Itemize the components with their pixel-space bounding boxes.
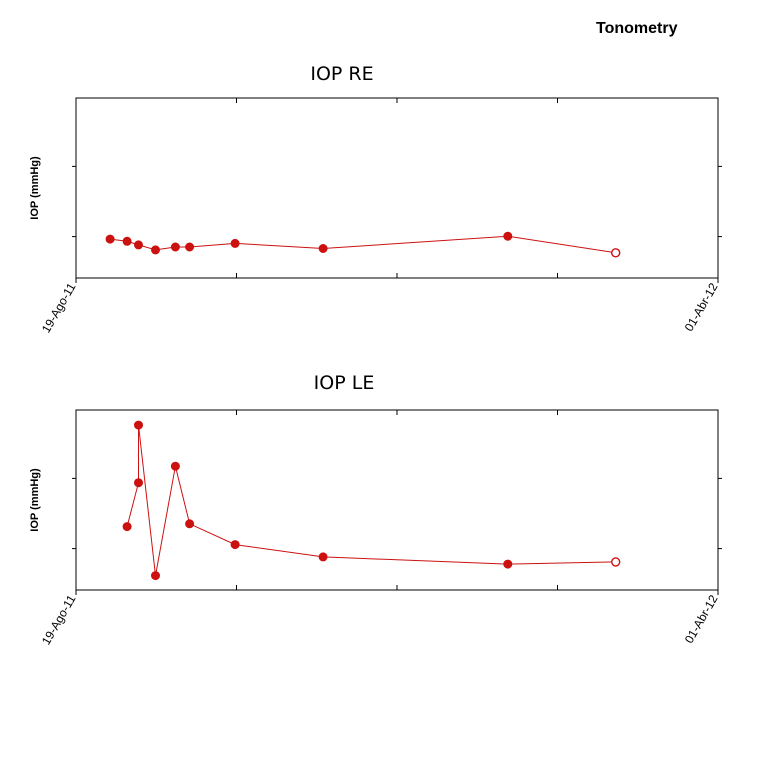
data-point-open — [611, 557, 621, 567]
page-title: Tonometry — [596, 20, 678, 37]
y-axis-label: IOP (mmHg) — [29, 468, 41, 532]
data-point — [230, 238, 240, 248]
data-point — [318, 244, 328, 253]
data-point — [185, 519, 195, 529]
data-point — [122, 522, 132, 532]
data-point — [105, 234, 115, 244]
y-axis-label: IOP (mmHg) — [29, 156, 41, 220]
data-point-open — [611, 248, 621, 258]
data-point — [134, 240, 143, 250]
data-point — [230, 540, 240, 550]
series-line — [126, 425, 616, 576]
chart-title: IOP LE — [314, 372, 375, 394]
data-point — [503, 559, 513, 569]
x-tick-label: 01-Abr-12 — [682, 280, 721, 333]
x-tick-label: 19-Ago-11 — [39, 280, 79, 335]
data-point — [318, 552, 328, 562]
x-tick-label: 19-Ago-11 — [39, 592, 79, 647]
chart-title: IOP RE — [310, 63, 373, 85]
data-point — [151, 571, 160, 581]
data-point — [170, 461, 180, 471]
data-point — [151, 245, 160, 255]
data-point — [134, 478, 143, 488]
data-point — [170, 242, 180, 252]
plot-frame — [75, 409, 719, 591]
x-tick-label: 01-Abr-12 — [682, 592, 721, 645]
data-point — [503, 231, 513, 241]
data-point — [134, 420, 143, 430]
data-point — [185, 242, 195, 252]
plot-frame — [75, 97, 719, 279]
series-line — [110, 235, 616, 254]
data-point — [122, 236, 132, 246]
